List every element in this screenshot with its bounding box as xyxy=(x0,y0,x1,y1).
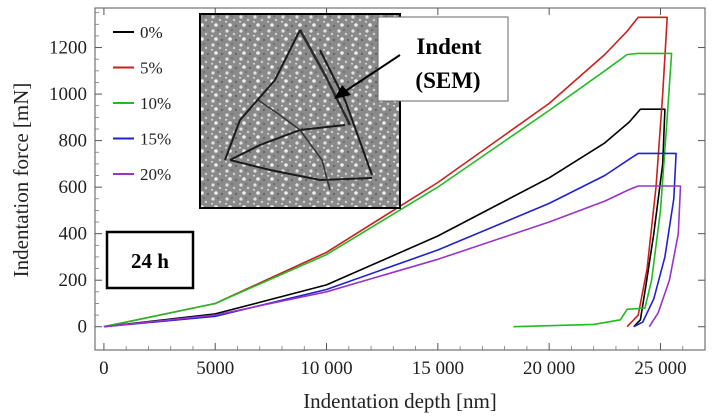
y-tick-label: 600 xyxy=(59,177,88,198)
x-axis: 0 5000 10 000 15 000 20 000 25 000 xyxy=(99,8,687,379)
plot-frame xyxy=(94,7,706,351)
x-tick-label: 0 xyxy=(99,358,109,379)
time-label: 24 h xyxy=(131,249,169,273)
time-label-box: 24 h xyxy=(105,230,195,290)
y-tick-label: 800 xyxy=(59,131,88,152)
y-tick-label: 200 xyxy=(59,270,88,291)
x-tick-label: 5000 xyxy=(196,358,234,379)
legend-label: 10% xyxy=(140,94,171,113)
y-axis-title: Indentation force [mN] xyxy=(9,83,33,278)
series-line-20pct xyxy=(103,185,682,328)
y-tick-label: 0 xyxy=(78,317,88,338)
series-line-5pct xyxy=(103,16,668,328)
legend-label: 20% xyxy=(140,165,171,184)
x-tick-label: 25 000 xyxy=(634,358,686,379)
y-axis: 0 200 400 600 800 1000 1200 xyxy=(49,12,705,338)
x-axis-title: Indentation depth [nm] xyxy=(303,389,497,413)
sem-label-line1: Indent xyxy=(416,34,482,59)
series-line-10pct xyxy=(103,52,673,328)
legend-label: 15% xyxy=(140,130,171,149)
legend: 0% 5% 10% 15% 20% xyxy=(113,23,171,184)
sem-inset-image xyxy=(199,13,401,209)
sem-label-box: Indent (SEM) xyxy=(334,16,509,102)
series-line-15pct xyxy=(103,152,677,328)
sem-arrow xyxy=(343,54,401,93)
x-tick-label: 10 000 xyxy=(300,358,352,379)
y-tick-label: 1000 xyxy=(49,84,87,105)
y-tick-label: 1200 xyxy=(49,38,87,59)
sem-arrow-head xyxy=(334,85,351,99)
x-tick-label: 15 000 xyxy=(412,358,464,379)
legend-label: 5% xyxy=(140,59,163,78)
x-tick-label: 20 000 xyxy=(523,358,575,379)
y-tick-label: 400 xyxy=(59,224,88,245)
series-line-0pct xyxy=(103,108,666,328)
legend-label: 0% xyxy=(140,23,163,42)
series-lines xyxy=(103,16,682,328)
sem-label-line2: (SEM) xyxy=(415,68,480,93)
